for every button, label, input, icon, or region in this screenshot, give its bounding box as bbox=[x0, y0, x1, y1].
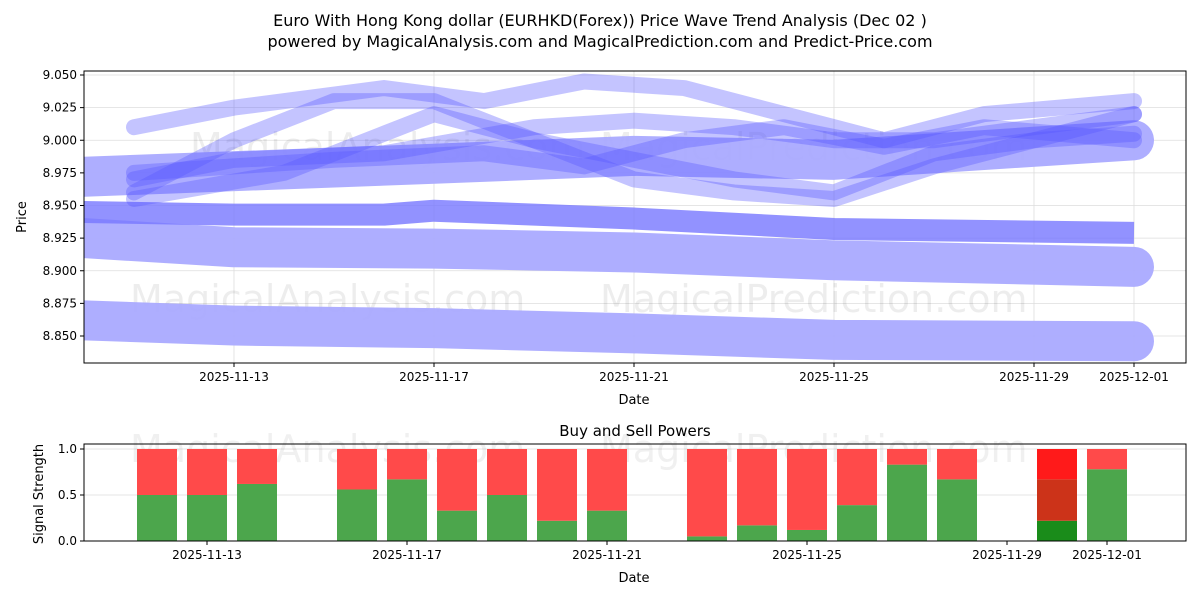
plot-frame bbox=[83, 443, 1187, 542]
sell-bar bbox=[737, 449, 777, 526]
y-tick-label: 8.875 bbox=[43, 296, 77, 310]
buy-bar bbox=[687, 536, 727, 541]
wave-wave-d bbox=[126, 73, 1142, 149]
wave-band-4 bbox=[84, 199, 1135, 244]
wave-wave-c bbox=[126, 106, 1142, 207]
x-tick-label: 2025-11-17 bbox=[372, 548, 442, 562]
x-axis-label: Date bbox=[618, 571, 649, 586]
buy-bar bbox=[337, 489, 377, 541]
buy-bar bbox=[537, 520, 577, 541]
buy-bar bbox=[437, 510, 477, 541]
chart-title: Euro With Hong Kong dollar (EURHKD(Forex… bbox=[273, 11, 927, 30]
buy-bar bbox=[487, 495, 527, 541]
sell-bar bbox=[587, 449, 627, 511]
x-tick-label: 2025-11-25 bbox=[772, 548, 842, 562]
y-tick-label: 9.000 bbox=[43, 133, 77, 147]
bottom-chart-title: Buy and Sell Powers bbox=[559, 422, 711, 440]
y-tick-label: 0.5 bbox=[58, 488, 77, 502]
wave-band-3 bbox=[84, 120, 1154, 197]
sell-bar bbox=[237, 449, 277, 484]
y-tick-label: 8.900 bbox=[43, 264, 77, 278]
x-tick-label: 2025-11-29 bbox=[972, 548, 1042, 562]
y-tick-label: 1.0 bbox=[58, 442, 77, 456]
buy-bar bbox=[937, 479, 977, 541]
series-group bbox=[84, 73, 1154, 362]
x-tick-label: 2025-11-21 bbox=[572, 548, 642, 562]
buy-bar bbox=[587, 510, 627, 541]
sell-bar bbox=[537, 449, 577, 521]
y-axis-label: Signal Strength bbox=[32, 444, 47, 544]
buy-bar bbox=[237, 483, 277, 541]
x-tick-label: 2025-11-21 bbox=[599, 370, 669, 384]
wave-band-1 bbox=[84, 300, 1154, 362]
wave-wave-a bbox=[126, 106, 1142, 188]
buy-bar bbox=[837, 505, 877, 541]
buy-bar bbox=[187, 495, 227, 541]
sell-bar bbox=[787, 449, 827, 530]
wave-band-2 bbox=[84, 218, 1154, 287]
buy-bar bbox=[737, 525, 777, 541]
y-tick-label: 8.925 bbox=[43, 231, 77, 245]
buy-bar bbox=[887, 464, 927, 541]
x-tick-label: 2025-11-13 bbox=[172, 548, 242, 562]
sell-bar bbox=[137, 449, 177, 495]
sell-bar bbox=[437, 449, 477, 511]
sell-bar bbox=[937, 449, 977, 480]
x-tick-label: 2025-12-01 bbox=[1099, 370, 1169, 384]
watermark: MagicalPrediction.com bbox=[600, 277, 1028, 321]
buy-bar bbox=[1087, 469, 1127, 541]
sell-bar bbox=[687, 449, 727, 537]
sell-bar bbox=[387, 449, 427, 480]
x-tick-label: 2025-11-25 bbox=[799, 370, 869, 384]
sell-bar bbox=[1037, 449, 1077, 480]
sell-bar bbox=[1087, 449, 1127, 470]
buy-bar bbox=[1037, 520, 1077, 541]
y-tick-label: 9.050 bbox=[43, 68, 77, 82]
x-tick-label: 2025-11-29 bbox=[999, 370, 1069, 384]
y-tick-label: 8.950 bbox=[43, 199, 77, 213]
sell-bar bbox=[487, 449, 527, 495]
wave-wave-e bbox=[126, 119, 1142, 181]
buy-bar bbox=[387, 479, 427, 541]
y-tick-label: 0.0 bbox=[58, 534, 77, 548]
x-axis-label: Date bbox=[618, 393, 649, 408]
y-axis-label: Price bbox=[15, 201, 30, 233]
plot-frame bbox=[83, 70, 1187, 364]
y-tick-label: 8.850 bbox=[43, 329, 77, 343]
sell-bar bbox=[837, 449, 877, 506]
sell-bar bbox=[187, 449, 227, 495]
mixed-bar bbox=[1037, 479, 1077, 521]
x-tick-label: 2025-11-13 bbox=[199, 370, 269, 384]
y-tick-label: 8.975 bbox=[43, 166, 77, 180]
buy-bar bbox=[137, 495, 177, 541]
x-tick-label: 2025-11-17 bbox=[399, 370, 469, 384]
y-tick-label: 9.025 bbox=[43, 101, 77, 115]
sell-bar bbox=[887, 449, 927, 465]
buy-bar bbox=[787, 529, 827, 541]
x-tick-label: 2025-12-01 bbox=[1072, 548, 1142, 562]
chart-subtitle: powered by MagicalAnalysis.com and Magic… bbox=[267, 32, 932, 51]
wave-wave-b bbox=[126, 93, 1142, 201]
sell-bar bbox=[337, 449, 377, 490]
